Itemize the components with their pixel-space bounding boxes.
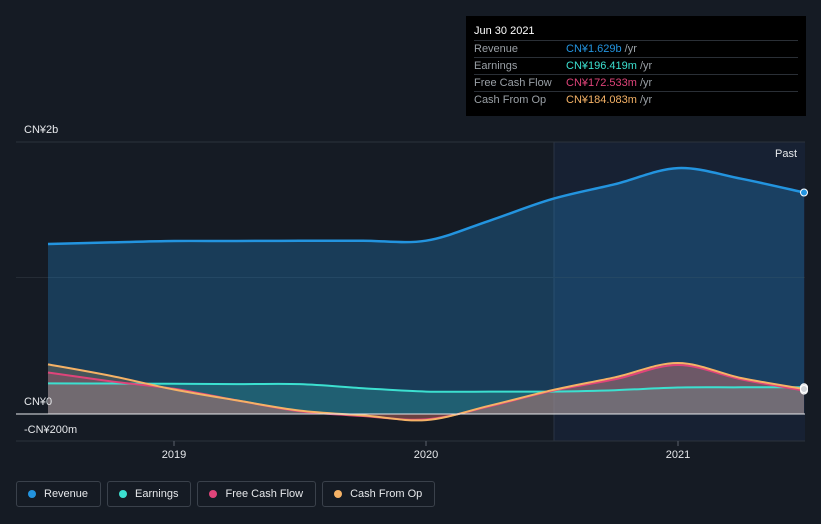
tooltip-unit: /yr <box>639 94 653 106</box>
tooltip-row-cash-from-op: Cash From Op CN¥184.083m /yr <box>474 91 798 108</box>
tooltip-label: Cash From Op <box>474 94 547 106</box>
tooltip-value: CN¥1.629b <box>566 43 622 55</box>
x-ticks: 2019 2020 2021 <box>162 441 690 461</box>
series-area-revenue <box>48 168 804 414</box>
tooltip-date: Jun 30 2021 <box>474 25 535 37</box>
past-label: Past <box>775 148 797 160</box>
legend-label: Free Cash Flow <box>225 488 304 500</box>
tooltip-unit: /yr <box>624 43 637 55</box>
legend-item-earnings[interactable]: Earnings <box>107 481 192 507</box>
legend: Revenue Earnings Free Cash Flow Cash Fro… <box>16 481 436 507</box>
tooltip-label: Free Cash Flow <box>474 77 552 89</box>
tooltip-value: CN¥196.419m <box>566 60 637 72</box>
y-tick-label-bottom: -CN¥200m <box>24 424 78 436</box>
end-point-revenue <box>800 188 808 197</box>
legend-dot-icon <box>28 490 36 498</box>
y-tick-label-zero: CN¥0 <box>24 396 53 408</box>
legend-item-free-cash-flow[interactable]: Free Cash Flow <box>197 481 317 507</box>
legend-label: Cash From Op <box>350 488 423 500</box>
x-tick-label: 2019 <box>162 449 186 461</box>
tooltip-row-earnings: Earnings CN¥196.419m /yr <box>474 57 798 74</box>
legend-dot-icon <box>209 490 218 498</box>
legend-label: Earnings <box>135 488 179 500</box>
tooltip-label: Earnings <box>474 60 518 72</box>
end-point-cash-from-op <box>800 385 808 393</box>
tooltip-unit: /yr <box>639 77 653 89</box>
legend-item-revenue[interactable]: Revenue <box>16 481 102 507</box>
series-layer <box>47 166 808 422</box>
legend-dot-icon <box>119 490 128 498</box>
tooltip-value: CN¥172.533m <box>566 77 637 89</box>
y-tick-label-top: CN¥2b <box>24 124 59 136</box>
tooltip-row-revenue: Revenue CN¥1.629b /yr <box>474 40 798 57</box>
tooltip-value: CN¥184.083m <box>566 94 637 106</box>
series-line-earnings <box>47 382 804 393</box>
legend-dot-icon <box>334 490 343 498</box>
series-area-free-cash-flow <box>48 365 804 420</box>
series-line-cash-from-op <box>47 361 805 422</box>
tooltip-unit: /yr <box>639 60 653 72</box>
x-tick-label: 2021 <box>666 449 690 461</box>
tooltip-row-free-cash-flow: Free Cash Flow CN¥172.533m /yr <box>474 74 798 91</box>
series-line-revenue <box>47 166 805 246</box>
x-tick-label: 2020 <box>414 449 438 461</box>
legend-item-cash-from-op[interactable]: Cash From Op <box>322 481 436 507</box>
tooltip-label: Revenue <box>474 43 519 55</box>
tooltip: Jun 30 2021 Revenue CN¥1.629b /yr Earnin… <box>466 16 806 116</box>
legend-label: Revenue <box>44 488 89 500</box>
